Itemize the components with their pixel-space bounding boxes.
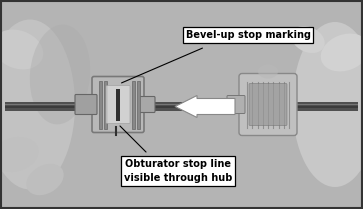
FancyBboxPatch shape	[227, 96, 245, 113]
Bar	[116, 88, 120, 121]
FancyBboxPatch shape	[249, 84, 287, 125]
Ellipse shape	[321, 34, 363, 71]
Ellipse shape	[0, 29, 43, 69]
FancyBboxPatch shape	[106, 85, 130, 124]
FancyBboxPatch shape	[239, 74, 297, 135]
Text: Bevel-up stop marking: Bevel-up stop marking	[185, 30, 310, 40]
Ellipse shape	[293, 22, 363, 187]
Bar	[132, 80, 135, 129]
Ellipse shape	[0, 19, 75, 190]
Bar	[5, 103, 358, 106]
FancyBboxPatch shape	[139, 97, 155, 112]
Bar	[5, 104, 358, 107]
FancyBboxPatch shape	[92, 76, 144, 133]
FancyArrow shape	[175, 96, 235, 117]
Bar	[104, 80, 107, 129]
Ellipse shape	[323, 136, 363, 169]
Ellipse shape	[291, 26, 325, 53]
Ellipse shape	[0, 137, 38, 172]
Bar	[137, 80, 140, 129]
Text: Obturator stop line
visible through hub: Obturator stop line visible through hub	[124, 159, 232, 183]
FancyBboxPatch shape	[75, 94, 97, 115]
Bar	[5, 102, 358, 111]
Ellipse shape	[258, 65, 278, 79]
Ellipse shape	[30, 25, 90, 124]
Ellipse shape	[26, 164, 64, 195]
Bar	[99, 80, 102, 129]
